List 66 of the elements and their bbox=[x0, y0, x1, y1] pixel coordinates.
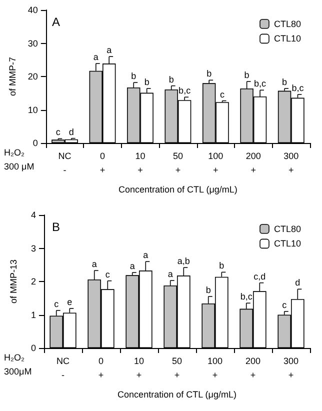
y-tick-label: 4 bbox=[30, 210, 36, 220]
y-axis-title: of MMP-7 bbox=[8, 56, 18, 96]
x-tick-label: NC - bbox=[56, 356, 70, 380]
data-label: a,b bbox=[177, 256, 190, 266]
data-label: a bbox=[93, 52, 98, 62]
text: 300μM bbox=[4, 366, 32, 376]
x-tick-label: 10 + bbox=[135, 151, 146, 175]
data-label: b bbox=[219, 260, 224, 271]
text: 300 μM bbox=[4, 162, 34, 172]
data-label: b bbox=[144, 76, 150, 87]
data-label: a bbox=[143, 250, 148, 260]
chart-title: B bbox=[52, 220, 60, 234]
y-tick-label: 40 bbox=[28, 5, 38, 15]
data-label: b bbox=[244, 70, 250, 80]
x-tick-label: 50 + bbox=[172, 356, 182, 380]
legend-label: CTL80 bbox=[274, 224, 301, 234]
x-tick-label: 0 + bbox=[98, 356, 104, 380]
y-tick-label: 30 bbox=[28, 38, 38, 48]
data-label: c bbox=[105, 269, 110, 280]
y-tick-label: 10 bbox=[28, 104, 38, 115]
data-label: c bbox=[220, 89, 226, 100]
x-tick-label: 50 + bbox=[172, 151, 183, 175]
x-tick-label: 0 + bbox=[100, 151, 106, 175]
data-label: c bbox=[282, 300, 288, 310]
x-axis-title: Concentration of CTL (μg/mL) bbox=[118, 184, 238, 194]
y-tick-label: 0 bbox=[30, 343, 36, 353]
data-label: b,c bbox=[292, 82, 304, 93]
y-axis-title: of MMP-13 bbox=[8, 259, 18, 304]
x-tick-label: 10 + bbox=[134, 356, 144, 380]
data-label: b bbox=[131, 70, 136, 81]
y-tick-label: 3 bbox=[30, 243, 36, 254]
chart-title: A bbox=[52, 15, 60, 29]
data-label: b bbox=[206, 68, 212, 79]
data-label: b bbox=[206, 284, 211, 295]
data-label: b,c bbox=[178, 86, 192, 96]
y-tick-label: 1 bbox=[30, 310, 36, 320]
x-tick-label: 300 + bbox=[284, 151, 299, 175]
data-label: b,c bbox=[254, 78, 267, 89]
x-tick-label: NC - bbox=[58, 151, 72, 175]
data-label: a bbox=[168, 269, 173, 280]
y-tick-label: 20 bbox=[28, 72, 38, 82]
data-label: c,d bbox=[254, 271, 266, 282]
x-tick-label: 300 + bbox=[283, 356, 299, 380]
data-label: a bbox=[130, 261, 135, 272]
y-tick-label: 2 bbox=[30, 276, 36, 286]
x-axis-title: Concentration of CTL (μg/mL) bbox=[118, 390, 236, 400]
data-label: a bbox=[92, 259, 97, 270]
legend-label: CTL10 bbox=[274, 34, 301, 44]
legend-label: CTL80 bbox=[274, 18, 301, 29]
data-label: b bbox=[282, 76, 288, 87]
text: H₂O₂ bbox=[4, 148, 25, 158]
data-label: c bbox=[56, 127, 61, 138]
legend-label: CTL10 bbox=[274, 238, 301, 249]
data-label: b,c bbox=[240, 292, 253, 302]
data-label: d bbox=[68, 126, 74, 137]
data-label: b bbox=[168, 74, 174, 84]
x-tick-label: 100 + bbox=[208, 151, 224, 175]
x-tick-label: 200 + bbox=[246, 151, 261, 175]
data-label: d bbox=[295, 278, 300, 288]
data-label: c bbox=[54, 298, 60, 309]
y-tick-label: 0 bbox=[32, 138, 38, 148]
text: H₂O₂ bbox=[4, 352, 25, 362]
data-label: a bbox=[106, 45, 112, 56]
x-tick-label: 200 + bbox=[245, 356, 261, 380]
x-tick-label: 100 + bbox=[207, 356, 223, 380]
data-label: e bbox=[67, 296, 72, 307]
